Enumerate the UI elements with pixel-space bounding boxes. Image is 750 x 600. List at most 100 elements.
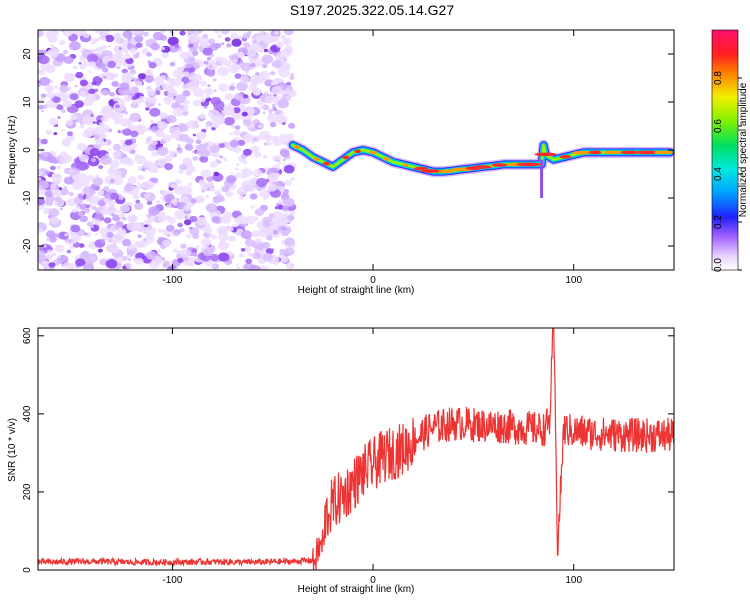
noise-speckle bbox=[189, 215, 198, 223]
noise-speckle bbox=[212, 152, 220, 158]
bottom-y-tick-label: 200 bbox=[22, 483, 33, 500]
noise-speckle bbox=[48, 48, 59, 57]
noise-speckle bbox=[151, 125, 159, 132]
ridge-hotspots bbox=[293, 145, 673, 174]
noise-speckle bbox=[119, 82, 130, 91]
noise-speckle bbox=[235, 116, 240, 120]
noise-speckle bbox=[148, 206, 160, 216]
noise-speckle bbox=[219, 239, 226, 245]
noise-speckle bbox=[134, 155, 147, 165]
noise-speckle bbox=[135, 52, 140, 56]
noise-speckle bbox=[130, 130, 139, 138]
noise-speckle bbox=[156, 146, 169, 156]
noise-speckle bbox=[67, 131, 73, 137]
noise-speckle bbox=[41, 260, 50, 266]
noise-speckle bbox=[262, 104, 270, 111]
ridge-hotspot bbox=[403, 163, 409, 167]
noise-speckle bbox=[257, 228, 270, 238]
noise-speckle bbox=[66, 86, 70, 89]
noise-speckle bbox=[217, 34, 223, 39]
noise-speckle bbox=[107, 60, 117, 69]
noise-speckle bbox=[205, 121, 213, 127]
noise-speckle bbox=[240, 217, 250, 225]
noise-speckle bbox=[46, 230, 56, 239]
noise-speckle bbox=[38, 250, 46, 258]
noise-speckle bbox=[230, 82, 236, 86]
colorbar-tick-label: 0.2 bbox=[713, 215, 724, 229]
noise-speckle bbox=[86, 53, 99, 63]
noise-speckle bbox=[288, 90, 297, 97]
noise-speckle bbox=[173, 185, 185, 195]
noise-speckle bbox=[174, 267, 179, 270]
noise-speckle bbox=[250, 145, 260, 154]
noise-speckle bbox=[94, 134, 100, 140]
noise-speckle bbox=[195, 245, 200, 250]
noise-speckle bbox=[166, 224, 175, 232]
noise-speckle bbox=[54, 233, 60, 238]
noise-speckle bbox=[75, 71, 84, 79]
noise-speckle bbox=[116, 65, 121, 70]
noise-speckle bbox=[222, 157, 228, 162]
noise-speckle bbox=[200, 41, 209, 48]
noise-speckle bbox=[115, 52, 123, 59]
colorbar-label: Normalized spectral amplitude bbox=[738, 82, 749, 217]
noise-speckle bbox=[109, 92, 115, 97]
noise-speckle bbox=[95, 48, 99, 52]
noise-speckle bbox=[205, 260, 214, 267]
noise-speckle bbox=[79, 64, 86, 70]
noise-speckle bbox=[280, 100, 290, 108]
noise-speckle bbox=[133, 77, 138, 81]
noise-speckle bbox=[147, 144, 157, 152]
noise-speckle bbox=[137, 234, 142, 238]
noise-speckle bbox=[67, 263, 75, 270]
noise-speckle bbox=[125, 57, 134, 65]
noise-speckle bbox=[215, 56, 222, 62]
noise-speckle bbox=[47, 249, 52, 254]
noise-speckle bbox=[134, 257, 144, 265]
ridge-hotspot bbox=[322, 161, 331, 166]
ridge-hotspot bbox=[634, 150, 660, 155]
noise-speckle bbox=[38, 69, 46, 75]
noise-speckle bbox=[57, 116, 61, 119]
noise-speckle bbox=[182, 90, 191, 97]
noise-speckle bbox=[45, 129, 53, 135]
noise-speckle bbox=[54, 244, 65, 253]
noise-speckle bbox=[250, 75, 262, 84]
noise-speckle bbox=[187, 166, 196, 173]
noise-speckle bbox=[242, 32, 251, 39]
noise-speckle bbox=[119, 158, 128, 165]
noise-speckle bbox=[212, 78, 217, 82]
noise-speckle bbox=[123, 184, 133, 192]
noise-speckle bbox=[107, 200, 116, 208]
noise-speckle bbox=[262, 154, 268, 159]
bottom-plot-frame bbox=[37, 327, 675, 571]
noise-speckle bbox=[106, 206, 118, 216]
noise-speckle bbox=[196, 217, 208, 226]
noise-speckle bbox=[243, 148, 252, 156]
noise-speckle bbox=[290, 73, 294, 77]
noise-speckle bbox=[130, 86, 139, 93]
noise-speckle bbox=[38, 177, 42, 181]
noise-speckle bbox=[190, 199, 197, 204]
noise-speckle bbox=[264, 95, 275, 104]
noise-speckle bbox=[213, 100, 225, 110]
noise-speckle bbox=[130, 69, 137, 75]
noise-speckle bbox=[83, 232, 88, 236]
noise-speckle bbox=[136, 181, 141, 185]
noise-speckle bbox=[169, 130, 173, 133]
noise-speckle bbox=[146, 200, 153, 205]
noise-speckle bbox=[100, 116, 109, 123]
noise-speckle bbox=[91, 81, 97, 86]
noise-speckle bbox=[129, 112, 141, 122]
noise-speckle bbox=[287, 215, 294, 221]
ridge-hotspot bbox=[342, 155, 350, 160]
noise-speckle bbox=[202, 33, 209, 39]
noise-speckle bbox=[259, 106, 264, 110]
noise-speckle bbox=[243, 161, 247, 165]
noise-speckle bbox=[122, 265, 127, 270]
colorbar-tick-label: 0.6 bbox=[713, 119, 724, 133]
noise-speckle bbox=[103, 186, 110, 192]
noise-speckle bbox=[282, 163, 287, 167]
noise-speckle bbox=[140, 226, 150, 234]
